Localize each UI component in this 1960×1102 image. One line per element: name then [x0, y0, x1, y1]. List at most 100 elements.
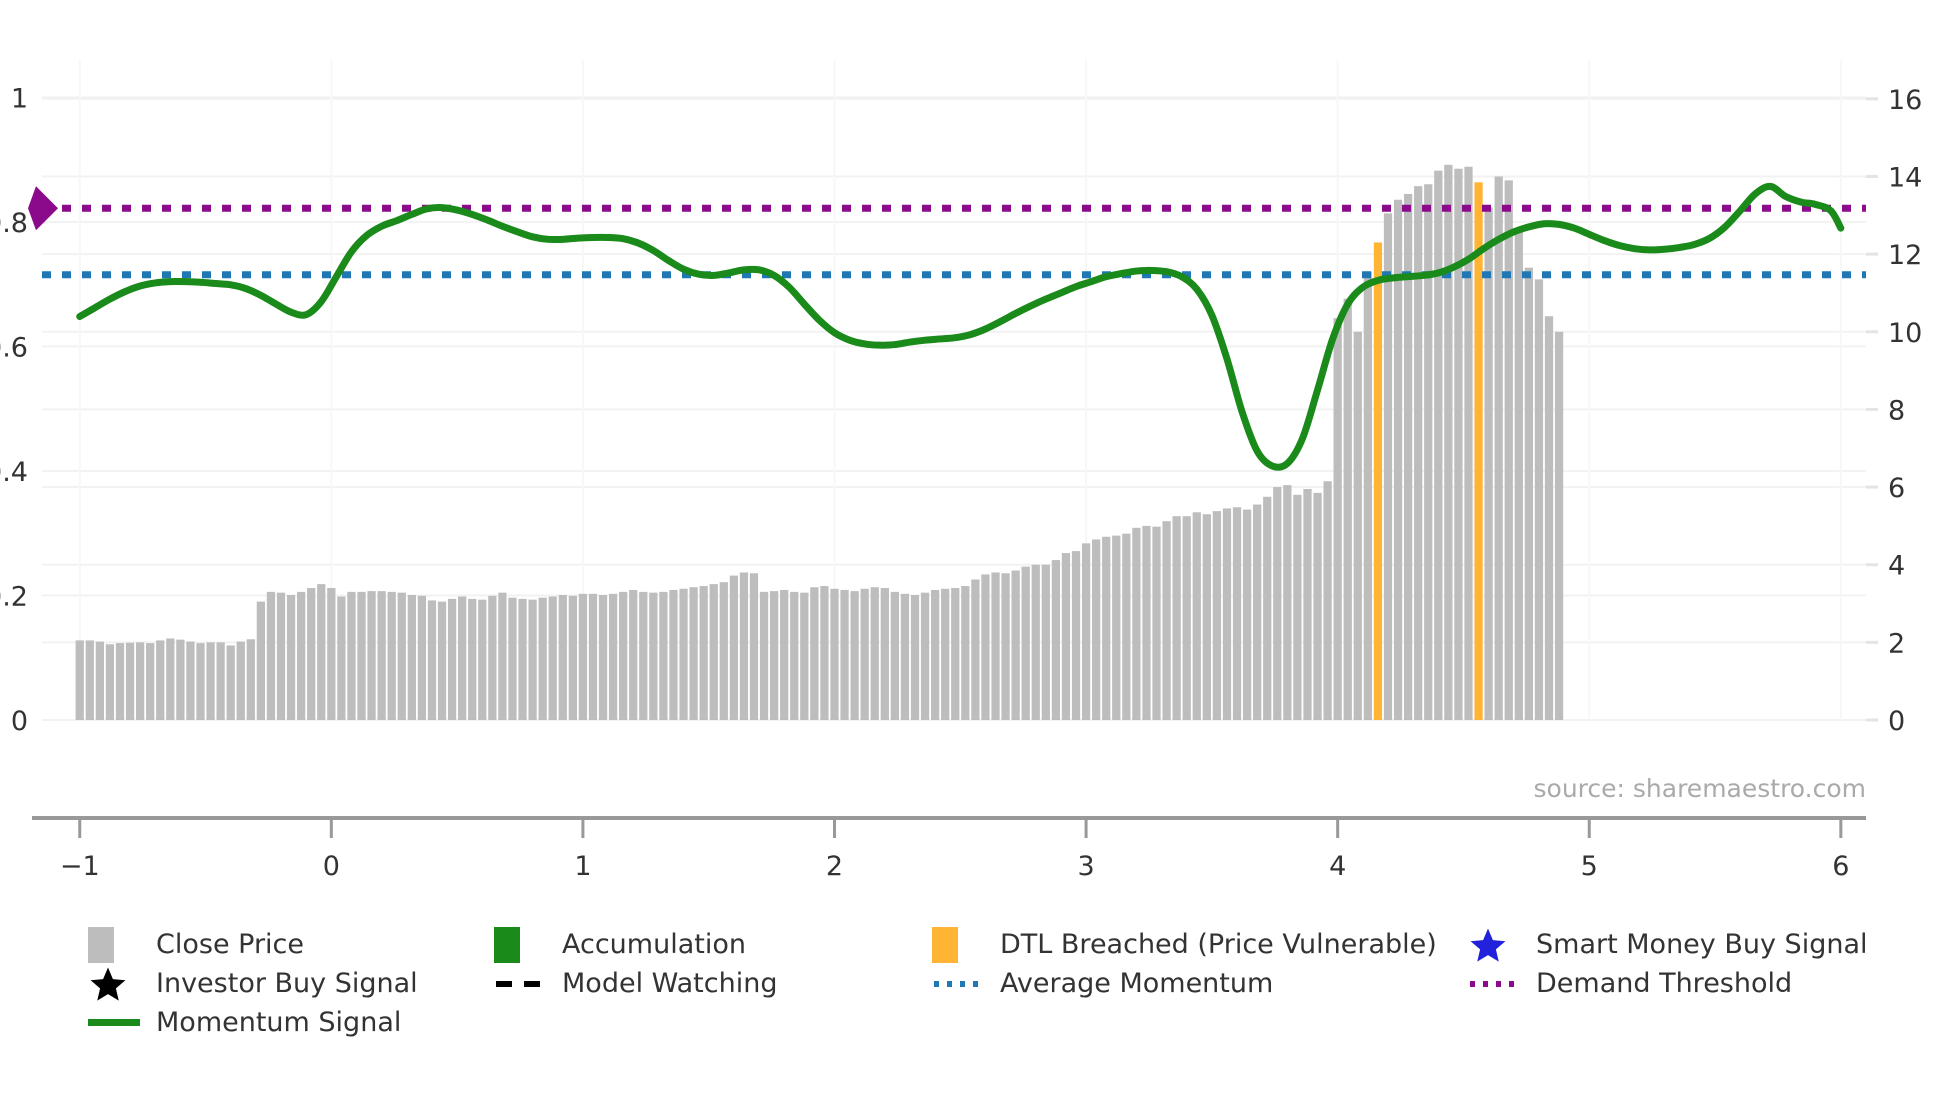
bar-close-price: [1414, 186, 1423, 720]
bar-close-price: [95, 641, 104, 720]
legend-swatch-star-icon: [88, 965, 156, 1003]
bar-close-price: [307, 588, 316, 720]
legend-average-momentum[interactable]: Average Momentum: [932, 964, 1468, 1003]
bar-close-price: [216, 642, 225, 720]
bar-close-price: [1353, 331, 1362, 720]
bar-close-price: [226, 645, 235, 720]
bar-close-price: [1081, 543, 1091, 720]
legend-item-label: Model Watching: [562, 968, 778, 999]
bar-close-price: [1494, 176, 1503, 721]
left-axis-tick-label: 0.4: [0, 457, 28, 488]
left-axis-tick-label: 0.6: [0, 332, 28, 363]
bar-close-price: [749, 573, 759, 720]
bar-close-price: [317, 584, 326, 720]
bar-close-price: [488, 595, 497, 720]
bar-close-price: [860, 588, 869, 720]
bar-close-price: [397, 592, 406, 720]
legend-investor-buy-signal[interactable]: Investor Buy Signal: [88, 964, 494, 1003]
legend-model-watching[interactable]: Model Watching: [494, 964, 932, 1003]
bar-close-price: [1263, 496, 1272, 720]
bar-close-price: [629, 589, 638, 720]
bar-close-price: [1424, 184, 1433, 721]
bar-close-price: [820, 586, 829, 720]
bar-close-price: [719, 582, 728, 720]
bar-close-price: [941, 588, 950, 720]
legend-item-label: Demand Threshold: [1536, 968, 1793, 999]
bar-close-price: [357, 591, 366, 720]
legend-dtl-breached[interactable]: DTL Breached (Price Vulnerable): [932, 925, 1468, 964]
bar-close-price: [598, 594, 608, 720]
bar-close-price: [588, 593, 598, 720]
legend-demand-threshold[interactable]: Demand Threshold: [1468, 964, 1908, 1003]
bar-close-price: [1283, 485, 1292, 720]
legend-item-label: Accumulation: [562, 929, 746, 960]
right-axis-tick-label: 12: [1888, 240, 1922, 271]
bar-close-price: [1021, 566, 1030, 720]
bar-close-price: [156, 640, 165, 720]
legend-swatch-square-icon: [932, 926, 958, 963]
demand-threshold-start-marker: [28, 186, 58, 231]
bar-close-price: [679, 588, 688, 720]
legend-swatch-square-icon: [88, 926, 114, 963]
bar-close-price: [1303, 489, 1312, 720]
bar-close-price: [709, 584, 718, 720]
bar-close-price: [1444, 164, 1453, 720]
bar-close-price: [739, 572, 749, 720]
bar-close-price: [1293, 494, 1302, 720]
legend-momentum-signal[interactable]: Momentum Signal: [88, 1003, 494, 1042]
legend-close-price[interactable]: Close Price: [88, 925, 494, 964]
bar-close-price: [478, 599, 487, 720]
left-axis-tick-label: 0: [11, 706, 28, 737]
x-axis-tick-label: 4: [1329, 851, 1346, 882]
bar-close-price: [1061, 553, 1071, 720]
right-axis-tick-label: 4: [1888, 551, 1905, 582]
bar-close-price: [1122, 533, 1131, 720]
legend-accumulation[interactable]: Accumulation: [494, 925, 932, 964]
bar-close-price: [1132, 527, 1141, 720]
bar-close-price: [649, 592, 658, 720]
x-axis-tick-label: 5: [1581, 851, 1598, 882]
bar-close-price: [256, 601, 265, 720]
bar-close-price: [1192, 512, 1201, 720]
bar-close-price: [1403, 193, 1413, 720]
bar-close-price: [85, 640, 94, 720]
bar-close-price: [951, 588, 960, 720]
bar-close-price: [1464, 166, 1473, 720]
bar-close-price: [186, 641, 195, 720]
bar-close-price: [920, 592, 930, 720]
bar-close-price: [236, 641, 245, 720]
legend-swatch-square: [932, 926, 1000, 963]
bar-close-price: [900, 593, 910, 720]
bar-close-price: [337, 596, 346, 720]
bar-close-price: [1172, 516, 1181, 720]
bar-close-price: [578, 593, 588, 720]
bar-close-price: [1092, 539, 1101, 720]
bar-close-price: [689, 587, 698, 720]
bar-close-price: [427, 600, 437, 720]
bar-close-price: [1112, 535, 1121, 720]
bar-close-price: [1434, 170, 1443, 720]
bar-close-price: [367, 591, 376, 720]
bar-close-price: [1202, 514, 1211, 720]
bar-close-price: [417, 595, 427, 720]
bar-close-price: [568, 595, 577, 720]
bar-close-price: [800, 592, 809, 720]
legend-swatch-solid-line-icon: [88, 1019, 140, 1026]
bar-close-price: [1253, 504, 1262, 720]
bar-close-price: [146, 643, 155, 720]
x-axis-tick-label: 6: [1832, 851, 1849, 882]
bar-close-price: [1363, 271, 1372, 720]
bar-close-price: [447, 598, 457, 720]
right-axis-tick-label: 16: [1888, 85, 1922, 116]
bar-close-price: [1323, 481, 1332, 720]
bar-close-price: [1343, 298, 1352, 720]
bar-close-price: [327, 588, 336, 720]
bar-close-price: [810, 587, 819, 720]
bar-close-price: [1102, 536, 1111, 720]
legend-swatch-star-icon: [1468, 926, 1536, 964]
legend-item-label: Momentum Signal: [156, 1007, 402, 1038]
legend-item-label: Smart Money Buy Signal: [1536, 929, 1868, 960]
bar-close-price: [699, 586, 708, 720]
legend-smart-money-buy-signal[interactable]: Smart Money Buy Signal: [1468, 925, 1908, 964]
